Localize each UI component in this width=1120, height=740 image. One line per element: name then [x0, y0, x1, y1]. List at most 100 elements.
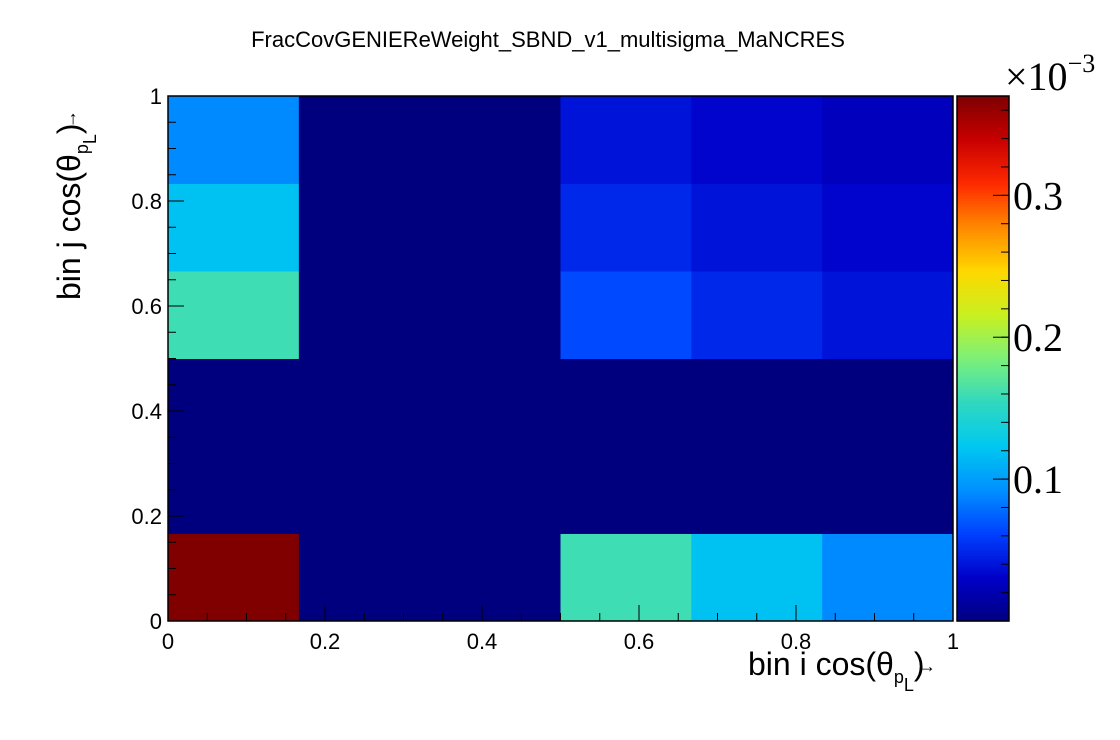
colorbar-segment — [957, 442, 1009, 446]
colorbar-segment — [957, 508, 1009, 512]
colorbar-segment — [957, 447, 1009, 451]
colorbar-segment — [957, 334, 1009, 339]
colorbar-segment — [957, 292, 1009, 297]
colorbar-segment — [957, 505, 1009, 509]
colorbar-segment — [957, 156, 1009, 160]
colorbar-segment — [957, 534, 1009, 538]
colorbar-segment — [957, 98, 1009, 102]
colorbar-segment — [957, 518, 1009, 522]
colorbar-segment — [957, 266, 1009, 270]
colorbar-segment — [957, 106, 1009, 110]
colorbar-segment — [957, 586, 1009, 591]
colorbar-segment — [957, 174, 1009, 178]
colorbar-tick-label: 0.1 — [1013, 457, 1063, 502]
colorbar-segment — [957, 264, 1009, 268]
colorbar-segment — [957, 274, 1009, 278]
colorbar-segment — [957, 481, 1009, 486]
x-axis: 0 0.2 0.4 0.6 0.8 1 — [162, 605, 959, 654]
heatmap-cell — [560, 446, 692, 534]
colorbar-segment — [957, 243, 1009, 247]
colorbar-segment — [957, 132, 1009, 136]
colorbar-segment — [957, 361, 1009, 365]
colorbar-segment — [957, 592, 1009, 596]
colorbar-segment — [957, 550, 1009, 554]
colorbar-segment — [957, 429, 1009, 433]
heatmap-cell — [691, 270, 823, 359]
colorbar-segment — [957, 256, 1009, 260]
heatmap-cell — [168, 183, 300, 272]
heatmap-cell — [429, 270, 561, 359]
colorbar-segment — [957, 605, 1009, 609]
colorbar-segment — [957, 172, 1009, 176]
colorbar-segment — [957, 111, 1009, 115]
heatmap-cell — [822, 96, 954, 185]
colorbar-segment — [957, 245, 1009, 249]
heatmap-cell — [560, 183, 692, 272]
colorbar-segment — [957, 439, 1009, 444]
colorbar-segment — [957, 298, 1009, 302]
colorbar-segment — [957, 227, 1009, 231]
colorbar — [957, 96, 1009, 622]
colorbar-segment — [957, 463, 1009, 467]
x-axis-title-subsub: L — [904, 675, 914, 695]
colorbar-segment — [957, 219, 1009, 223]
colorbar-segment — [957, 169, 1009, 173]
x-axis-title-close: ) — [914, 646, 925, 682]
colorbar-segment — [957, 145, 1009, 150]
colorbar-segment — [957, 516, 1009, 520]
colorbar-segment — [957, 327, 1009, 331]
colorbar-segment — [957, 371, 1009, 375]
colorbar-segment — [957, 526, 1009, 530]
colorbar-segment — [957, 552, 1009, 556]
colorbar-segment — [957, 366, 1009, 370]
colorbar-segment — [957, 537, 1009, 541]
colorbar-segment — [957, 379, 1009, 383]
heatmap-cell — [560, 96, 692, 185]
colorbar-segment — [957, 421, 1009, 425]
colorbar-segment — [957, 387, 1009, 391]
colorbar-segment — [957, 432, 1009, 436]
colorbar-segment — [957, 579, 1009, 583]
colorbar-segment — [957, 321, 1009, 325]
colorbar-segment — [957, 437, 1009, 441]
colorbar-ticks: 0.1 0.2 0.3 — [993, 109, 1063, 594]
heatmap-cells — [168, 96, 954, 622]
colorbar-segment — [957, 403, 1009, 407]
colorbar-segment — [957, 392, 1009, 396]
colorbar-segment — [957, 232, 1009, 236]
colorbar-segment — [957, 203, 1009, 207]
colorbar-segment — [957, 290, 1009, 294]
colorbar-segment — [957, 492, 1009, 496]
colorbar-segment — [957, 269, 1009, 273]
colorbar-segment — [957, 542, 1009, 546]
colorbar-segment — [957, 521, 1009, 525]
y-tick-label: 1 — [150, 84, 162, 109]
colorbar-segment — [957, 348, 1009, 352]
colorbar-segment — [957, 319, 1009, 323]
colorbar-segment — [957, 311, 1009, 315]
y-axis-title-close: ) — [51, 123, 87, 134]
y-tick-label: 0.4 — [131, 399, 162, 424]
colorbar-segment — [957, 450, 1009, 454]
colorbar-segment — [957, 187, 1009, 192]
heatmap-cell — [168, 446, 300, 534]
colorbar-segment — [957, 568, 1009, 572]
colorbar-segment — [957, 560, 1009, 564]
colorbar-frame — [956, 95, 1010, 622]
y-axis-title-subsub: L — [80, 134, 100, 144]
colorbar-segment — [957, 408, 1009, 412]
colorbar-segment — [957, 329, 1009, 333]
colorbar-segment — [957, 395, 1009, 399]
colorbar-segment — [957, 279, 1009, 283]
colorbar-segment — [957, 206, 1009, 210]
heatmap-cell — [168, 96, 300, 185]
colorbar-segment — [957, 618, 1009, 622]
colorbar-segment — [957, 316, 1009, 320]
colorbar-segment — [957, 161, 1009, 165]
colorbar-segment — [957, 271, 1009, 276]
y-tick-label: 0.8 — [131, 189, 162, 214]
x-tick-label: 0.8 — [781, 629, 812, 654]
colorbar-segment — [957, 164, 1009, 168]
heatmap-cell — [822, 183, 954, 272]
